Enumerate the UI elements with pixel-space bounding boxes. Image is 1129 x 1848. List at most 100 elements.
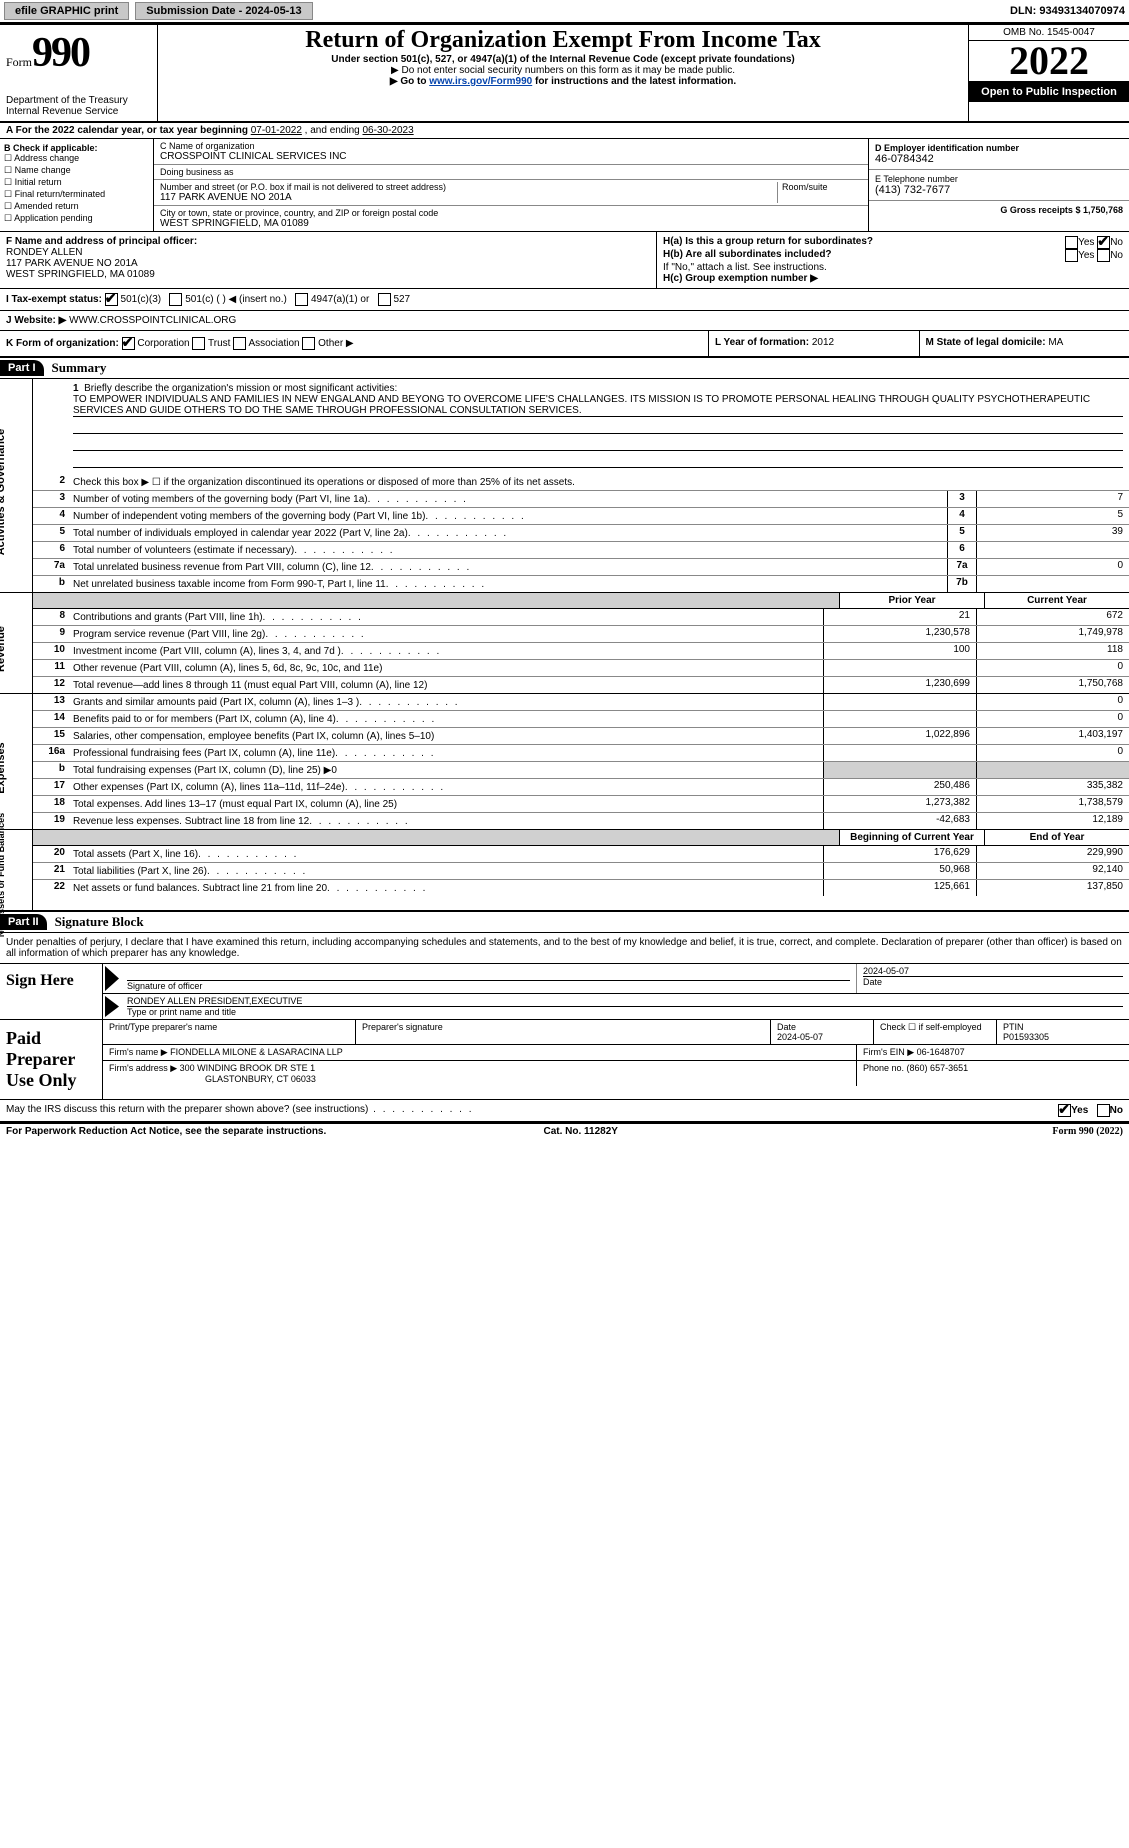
chk-final[interactable]: ☐ Final return/terminated — [4, 189, 149, 200]
tax-year: 2022 — [969, 41, 1129, 82]
form-number: Form990 — [6, 29, 151, 77]
chk-addr-change[interactable]: ☐ Address change — [4, 153, 149, 164]
chk-app-pending[interactable]: ☐ Application pending — [4, 213, 149, 224]
l14-curr: 0 — [976, 711, 1129, 727]
l16a-prior — [823, 745, 976, 761]
self-employed: Check ☐ if self-employed — [874, 1020, 997, 1044]
ha-answer: Yes No — [1065, 236, 1123, 249]
chk-501c[interactable] — [169, 293, 182, 306]
irs-link[interactable]: www.irs.gov/Form990 — [429, 76, 532, 87]
l19-desc: Revenue less expenses. Subtract line 18 … — [69, 813, 823, 829]
l14-prior — [823, 711, 976, 727]
b-label: B Check if applicable: — [4, 143, 98, 153]
l17-prior: 250,486 — [823, 779, 976, 795]
l19-prior: -42,683 — [823, 813, 976, 829]
efile-button[interactable]: efile GRAPHIC print — [4, 2, 129, 20]
prep-name-label: Print/Type preparer's name — [109, 1022, 349, 1032]
note-ssn: ▶ Do not enter social security numbers o… — [166, 65, 960, 76]
chk-corp[interactable] — [122, 337, 135, 350]
sig-officer-label: Signature of officer — [127, 980, 850, 991]
firm-addr2: GLASTONBURY, CT 06033 — [205, 1074, 316, 1084]
section-j: J Website: ▶ WWW.CROSSPOINTCLINICAL.ORG — [0, 311, 1129, 331]
addr-label: Number and street (or P.O. box if mail i… — [160, 182, 777, 192]
org-name: CROSSPOINT CLINICAL SERVICES INC — [160, 151, 862, 162]
hb-note: If "No," attach a list. See instructions… — [663, 262, 1123, 273]
date-label: Date — [863, 976, 1123, 987]
hc-label: H(c) Group exemption number ▶ — [663, 273, 818, 284]
chk-other[interactable] — [302, 337, 315, 350]
l8-desc: Contributions and grants (Part VIII, lin… — [69, 609, 823, 625]
l1-desc: Briefly describe the organization's miss… — [84, 383, 397, 394]
l17-curr: 335,382 — [976, 779, 1129, 795]
l10-desc: Investment income (Part VIII, column (A)… — [69, 643, 823, 659]
l16a-desc: Professional fundraising fees (Part IX, … — [69, 745, 823, 761]
c-label: C Name of organization — [160, 141, 862, 151]
submission-button[interactable]: Submission Date - 2024-05-13 — [135, 2, 312, 20]
arrow-icon — [105, 966, 119, 991]
room-label: Room/suite — [782, 182, 862, 192]
l21-prior: 50,968 — [823, 863, 976, 879]
l13-prior — [823, 694, 976, 710]
l16b-desc: Total fundraising expenses (Part IX, col… — [69, 762, 823, 778]
l10-curr: 118 — [976, 643, 1129, 659]
chk-amended[interactable]: ☐ Amended return — [4, 201, 149, 212]
officer-addr1: 117 PARK AVENUE NO 201A — [6, 258, 138, 269]
form-title: Return of Organization Exempt From Incom… — [166, 27, 960, 54]
section-k: K Form of organization: Corporation Trus… — [0, 331, 1129, 358]
hb-answer: Yes No — [1065, 249, 1123, 262]
l15-curr: 1,403,197 — [976, 728, 1129, 744]
irs-label: Internal Revenue Service — [6, 106, 151, 117]
ptin-label: PTIN — [1003, 1022, 1123, 1032]
d-label: D Employer identification number — [875, 143, 1019, 153]
prep-date-label: Date — [777, 1022, 867, 1032]
firm-phone: (860) 657-3651 — [907, 1063, 969, 1073]
l2-desc: Check this box ▶ ☐ if the organization d… — [69, 474, 1129, 490]
public-inspection: Open to Public Inspection — [969, 82, 1129, 102]
l7a-val: 0 — [976, 559, 1129, 575]
l12-prior: 1,230,699 — [823, 677, 976, 693]
phone: (413) 732-7677 — [875, 184, 1123, 196]
l8-curr: 672 — [976, 609, 1129, 625]
form-header: Form990 Department of the Treasury Inter… — [0, 25, 1129, 123]
mission-text: TO EMPOWER INDIVIDUALS AND FAMILIES IN N… — [73, 394, 1123, 417]
l13-desc: Grants and similar amounts paid (Part IX… — [69, 694, 823, 710]
l13-curr: 0 — [976, 694, 1129, 710]
year-formation: 2012 — [812, 337, 834, 348]
g-label: G Gross receipts $ — [1000, 205, 1083, 215]
footer: For Paperwork Reduction Act Notice, see … — [0, 1123, 1129, 1139]
chk-initial[interactable]: ☐ Initial return — [4, 177, 149, 188]
col-current: Current Year — [984, 593, 1129, 608]
l4-val: 5 — [976, 508, 1129, 524]
state-domicile: MA — [1048, 337, 1063, 348]
street-addr: 117 PARK AVENUE NO 201A — [160, 192, 777, 203]
discuss-answer: Yes No — [1058, 1104, 1123, 1117]
l20-curr: 229,990 — [976, 846, 1129, 862]
chk-trust[interactable] — [192, 337, 205, 350]
chk-name-change[interactable]: ☐ Name change — [4, 165, 149, 176]
firm-addr1: 300 WINDING BROOK DR STE 1 — [180, 1063, 316, 1073]
chk-4947[interactable] — [295, 293, 308, 306]
l17-desc: Other expenses (Part IX, column (A), lin… — [69, 779, 823, 795]
l16a-curr: 0 — [976, 745, 1129, 761]
gross-receipts: 1,750,768 — [1083, 205, 1123, 215]
section-i: I Tax-exempt status: 501(c)(3) 501(c) ( … — [0, 289, 1129, 311]
chk-501c3[interactable] — [105, 293, 118, 306]
arrow-icon — [105, 996, 119, 1017]
discuss-row: May the IRS discuss this return with the… — [0, 1099, 1129, 1121]
paid-preparer-block: Paid Preparer Use Only Print/Type prepar… — [0, 1020, 1129, 1099]
col-prior: Prior Year — [839, 593, 984, 608]
name-title-label: Type or print name and title — [127, 1006, 1123, 1017]
l7b-desc: Net unrelated business taxable income fr… — [69, 576, 947, 592]
l20-prior: 176,629 — [823, 846, 976, 862]
chk-527[interactable] — [378, 293, 391, 306]
sig-date: 2024-05-07 — [863, 966, 1123, 976]
officer-name: RONDEY ALLEN — [6, 247, 83, 258]
l9-desc: Program service revenue (Part VIII, line… — [69, 626, 823, 642]
l5-desc: Total number of individuals employed in … — [69, 525, 947, 541]
part2-header: Part II Signature Block — [0, 912, 1129, 933]
l3-desc: Number of voting members of the governin… — [69, 491, 947, 507]
chk-assoc[interactable] — [233, 337, 246, 350]
prep-sig-label: Preparer's signature — [356, 1020, 771, 1044]
form-ref: Form 990 (2022) — [1052, 1126, 1123, 1137]
ein: 46-0784342 — [875, 153, 1123, 165]
